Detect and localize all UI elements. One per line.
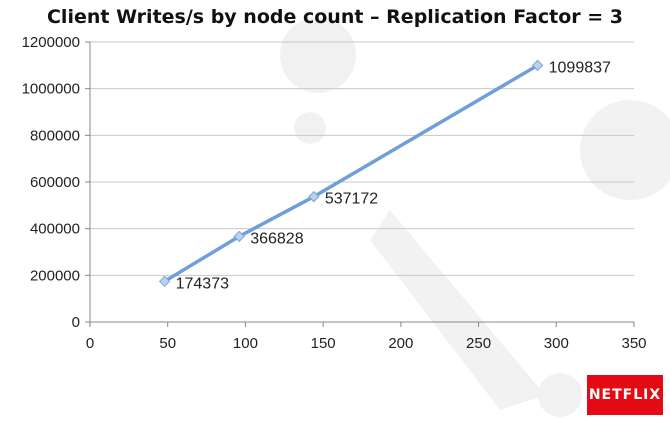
- x-tick-label: 300: [544, 335, 569, 352]
- x-tick-label: 250: [466, 335, 491, 352]
- series-line: [163, 63, 539, 283]
- y-tick-label: 1000000: [22, 81, 80, 98]
- x-tick-label: 50: [159, 335, 176, 352]
- x-tick-label: 0: [86, 335, 94, 352]
- data-label: 366828: [250, 230, 303, 247]
- netflix-logo: NETFLIX: [587, 375, 663, 415]
- data-label: 537172: [325, 191, 378, 208]
- data-label: 1099837: [549, 59, 611, 76]
- data-point: [308, 190, 320, 203]
- y-tick-label: 800000: [30, 127, 80, 144]
- data-point: [158, 275, 171, 288]
- y-tick-label: 600000: [30, 174, 80, 191]
- chart-title: Client Writes/s by node count – Replicat…: [46, 6, 624, 28]
- y-tick-label: 200000: [30, 267, 80, 284]
- x-tick-label: 200: [388, 335, 413, 352]
- data-label: 174373: [176, 275, 229, 292]
- y-tick-label: 400000: [30, 221, 80, 238]
- y-tick-label: 1200000: [22, 34, 80, 51]
- x-tick-label: 150: [311, 335, 336, 352]
- watermark: [280, 17, 670, 417]
- y-tick-label: 0: [72, 314, 80, 331]
- data-point: [531, 59, 544, 72]
- x-tick-label: 350: [621, 335, 646, 352]
- data-point: [233, 230, 245, 243]
- x-tick-label: 100: [233, 335, 258, 352]
